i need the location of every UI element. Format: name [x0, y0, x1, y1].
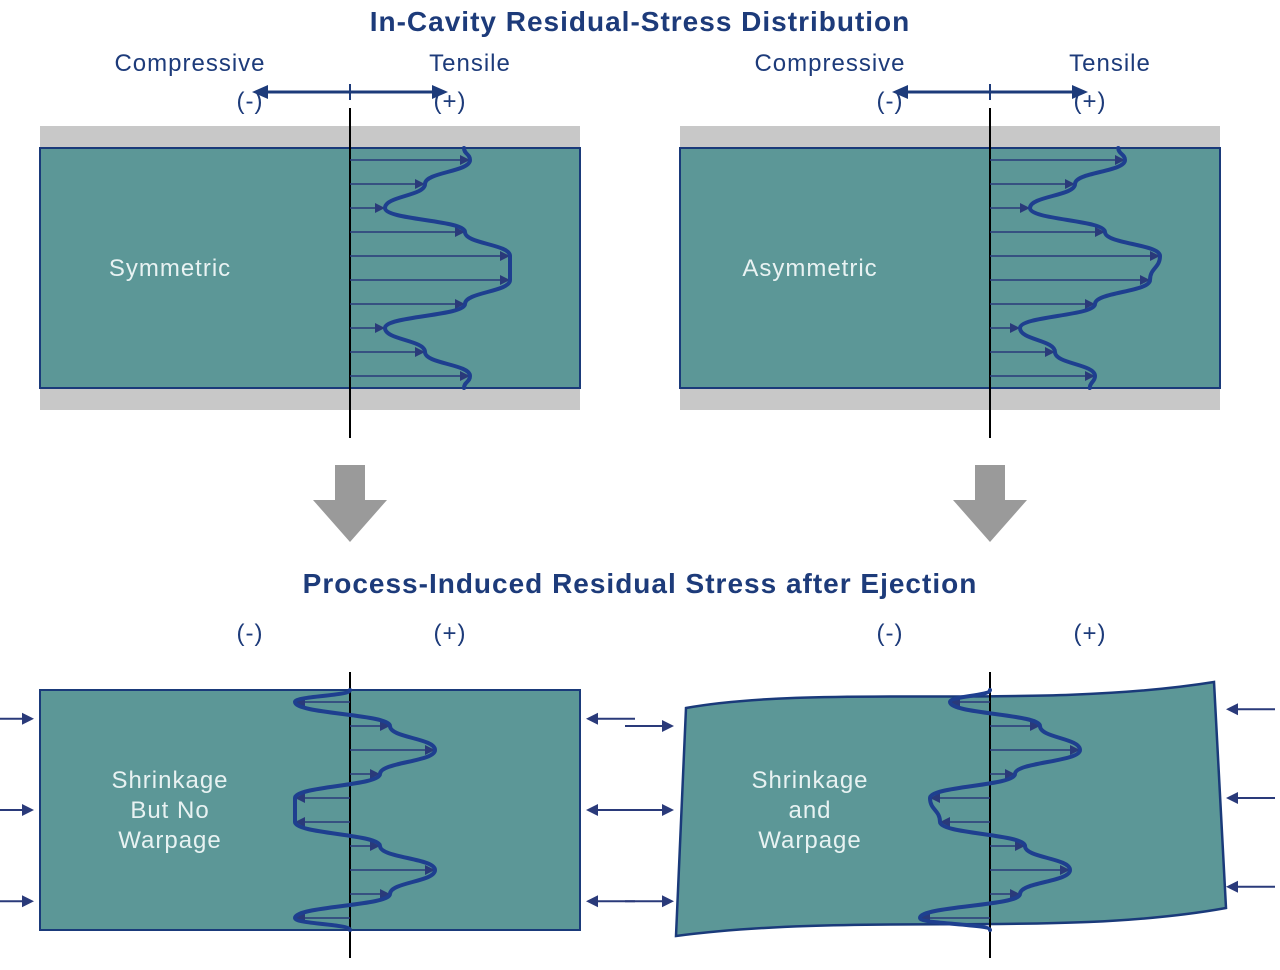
label-tensile: Tensile [1010, 50, 1210, 78]
panel-shrinkage-no-warpage: Shrinkage But No Warpage [0, 670, 660, 970]
down-arrow-icon [305, 460, 395, 550]
label-tensile: Tensile [370, 50, 570, 78]
label-compressive: Compressive [710, 50, 950, 78]
svg-text:Shrinkage: Shrinkage [111, 767, 228, 794]
label-neg-sign: (-) [190, 620, 310, 648]
panel-shrinkage-and-warpage: Shrinkage and Warpage [600, 670, 1280, 970]
panel-symmetric-in-cavity: Symmetric [0, 106, 660, 450]
label-pos-sign: (+) [1030, 620, 1150, 648]
svg-text:and: and [788, 797, 831, 824]
panel-asymmetric-in-cavity: Asymmetric [600, 106, 1280, 450]
down-arrow-icon [945, 460, 1035, 550]
svg-text:Warpage: Warpage [118, 827, 222, 854]
svg-text:Shrinkage: Shrinkage [751, 767, 868, 794]
label-pos-sign: (+) [390, 620, 510, 648]
svg-text:But No: But No [130, 797, 209, 824]
title-top: In-Cavity Residual-Stress Distribution [0, 6, 1280, 38]
label-compressive: Compressive [70, 50, 310, 78]
svg-text:Asymmetric: Asymmetric [742, 255, 877, 282]
svg-text:Warpage: Warpage [758, 827, 862, 854]
svg-text:Symmetric: Symmetric [109, 255, 231, 282]
title-bottom: Process-Induced Residual Stress after Ej… [0, 568, 1280, 600]
label-neg-sign: (-) [830, 620, 950, 648]
